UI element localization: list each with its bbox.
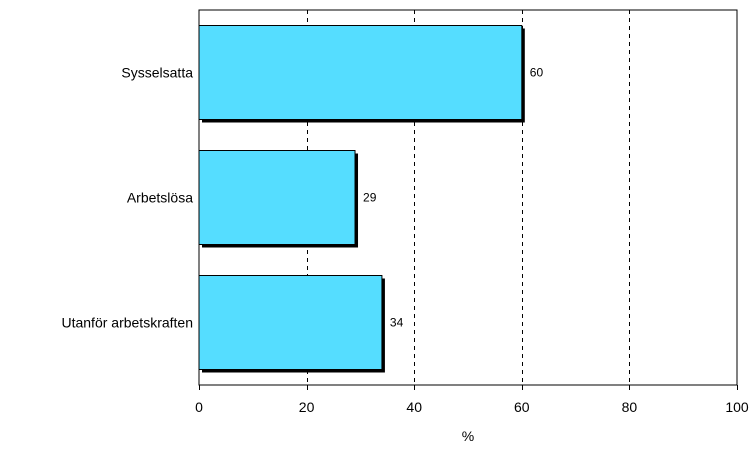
- bar-sysselsatta: [198, 25, 523, 120]
- x-tick-label: 20: [299, 399, 315, 415]
- data-label: 60: [530, 66, 544, 80]
- x-tick-labels: 0 20 40 60 80 100: [195, 385, 749, 415]
- category-labels: Sysselsatta Arbetslösa Utanför arbetskraft…: [61, 65, 193, 331]
- data-label: 29: [363, 191, 377, 205]
- x-axis-label: %: [462, 428, 474, 444]
- x-tick-label: 80: [622, 399, 638, 415]
- data-labels: 60 29 34: [363, 66, 543, 330]
- x-tick-label: 40: [406, 399, 422, 415]
- x-tick-label: 100: [725, 399, 749, 415]
- category-label: Arbetslösa: [127, 190, 193, 206]
- bars: [198, 25, 525, 373]
- data-label: 34: [390, 316, 404, 330]
- x-tick-label: 0: [195, 399, 203, 415]
- category-label: Utanför arbetskraften: [61, 315, 193, 331]
- bar-utanf-r-arbetskraften: [198, 275, 383, 370]
- bar-arbetsl-sa: [198, 150, 356, 245]
- x-tick-label: 60: [514, 399, 530, 415]
- category-label: Sysselsatta: [121, 65, 193, 81]
- plot-frame: [198, 9, 738, 386]
